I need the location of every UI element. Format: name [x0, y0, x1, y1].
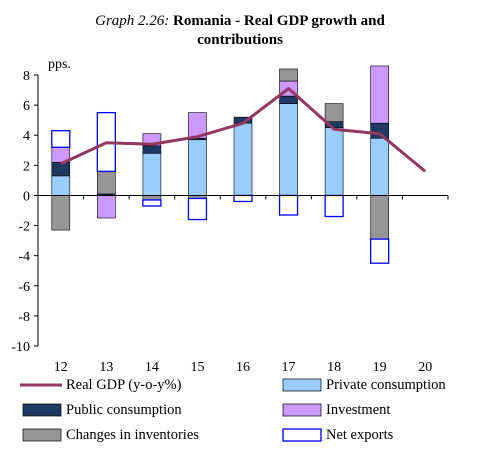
label-layer: -10 -8 -6 -4 -2 0 2 4 6 8 12 13 14 15 16 17 18 19 20 pps. [11, 57, 432, 375]
y-tick-label: 4 [23, 129, 30, 144]
x-tick-label: 17 [282, 360, 296, 375]
bar-private-consumption-14 [142, 152, 162, 196]
legend-label: Private consumption [326, 377, 446, 393]
chart-title-prefix: Graph 2.26: [95, 13, 170, 29]
y-tick-label: -4 [18, 250, 30, 265]
legend-swatch-changes-in-inventories [22, 428, 62, 442]
bar-private-consumption-16 [233, 122, 253, 196]
x-tick-label: 13 [99, 360, 113, 375]
bar-private-consumption-17 [279, 103, 298, 196]
legend-swatch-real-gdp-y-o-y [20, 383, 62, 387]
bar-changes-in-inventories-18 [324, 103, 344, 122]
y-tick-label: -10 [11, 340, 30, 355]
bar-changes-in-inventories-13 [97, 171, 116, 195]
bar-public-consumption-17 [279, 95, 298, 104]
bar-investment-19 [370, 65, 389, 124]
bar-changes-in-inventories-14 [142, 195, 162, 201]
x-tick-label: 19 [373, 360, 387, 375]
y-tick-label: 2 [23, 159, 30, 174]
chart-title-line-2: contributions [197, 32, 283, 48]
x-tick-label: 14 [145, 360, 159, 375]
chart-title-main: Romania - Real GDP growth and [173, 13, 385, 29]
bar-public-consumption-12 [51, 162, 71, 177]
y-tick-label: 8 [23, 69, 30, 84]
axes-layer [34, 74, 449, 347]
bar-private-consumption-12 [51, 175, 71, 196]
bar-changes-in-inventories-12 [51, 195, 71, 231]
bar-public-consumption-19 [370, 122, 389, 139]
bar-net-exports-15 [187, 197, 208, 221]
bar-changes-in-inventories-19 [370, 195, 389, 240]
bar-investment-13 [97, 195, 116, 219]
legend-label: Real GDP (y-o-y%) [66, 377, 182, 393]
legend-label: Changes in inventories [66, 427, 199, 443]
y-tick-label: 6 [23, 99, 30, 114]
bar-net-exports-19 [370, 238, 390, 264]
y-tick-label: 0 [23, 189, 30, 204]
legend-swatch-net-exports [282, 428, 322, 442]
legend-swatch-investment [282, 403, 322, 417]
legend-item-investment: Investment [278, 400, 478, 420]
bar-net-exports-17 [278, 194, 299, 216]
legend-item-changes-in-inventories: Changes in inventories [18, 425, 218, 445]
bar-net-exports-12 [51, 130, 71, 148]
x-tick-label: 18 [327, 360, 341, 375]
bar-private-consumption-15 [188, 139, 207, 196]
line-layer [60, 87, 427, 173]
chart-title-line-1: Graph 2.26: Romania - Real GDP growth an… [0, 12, 480, 31]
y-tick-label: -2 [18, 220, 30, 235]
bar-net-exports-18 [324, 194, 344, 218]
x-tick-label: 16 [236, 360, 250, 375]
x-tick-label: 20 [418, 360, 432, 375]
bar-changes-in-inventories-17 [279, 68, 298, 82]
x-tick-label: 12 [54, 360, 68, 375]
y-tick-label: -8 [18, 310, 30, 325]
legend-label: Public consumption [66, 402, 182, 418]
legend-label: Net exports [326, 427, 394, 443]
legend-item-real-gdp-y-o-y: Real GDP (y-o-y%) [18, 375, 218, 395]
bar-public-consumption-14 [142, 145, 162, 154]
legend-item-public-consumption: Public consumption [18, 400, 218, 420]
x-tick-label: 15 [190, 360, 204, 375]
legend-swatch-private-consumption [282, 378, 322, 392]
bar-net-exports-14 [142, 199, 162, 207]
bar-private-consumption-19 [370, 137, 389, 196]
y-tick-label: -6 [18, 280, 30, 295]
y-axis-label: pps. [48, 57, 71, 72]
legend-swatch-public-consumption [22, 403, 62, 417]
legend-item-private-consumption: Private consumption [278, 375, 478, 395]
bar-layer [51, 65, 390, 264]
bar-private-consumption-18 [324, 127, 344, 196]
legend-item-net-exports: Net exports [278, 425, 478, 445]
line-real-gdp-y-o-y [60, 87, 427, 173]
legend-label: Investment [326, 402, 391, 418]
bar-net-exports-16 [233, 194, 253, 203]
